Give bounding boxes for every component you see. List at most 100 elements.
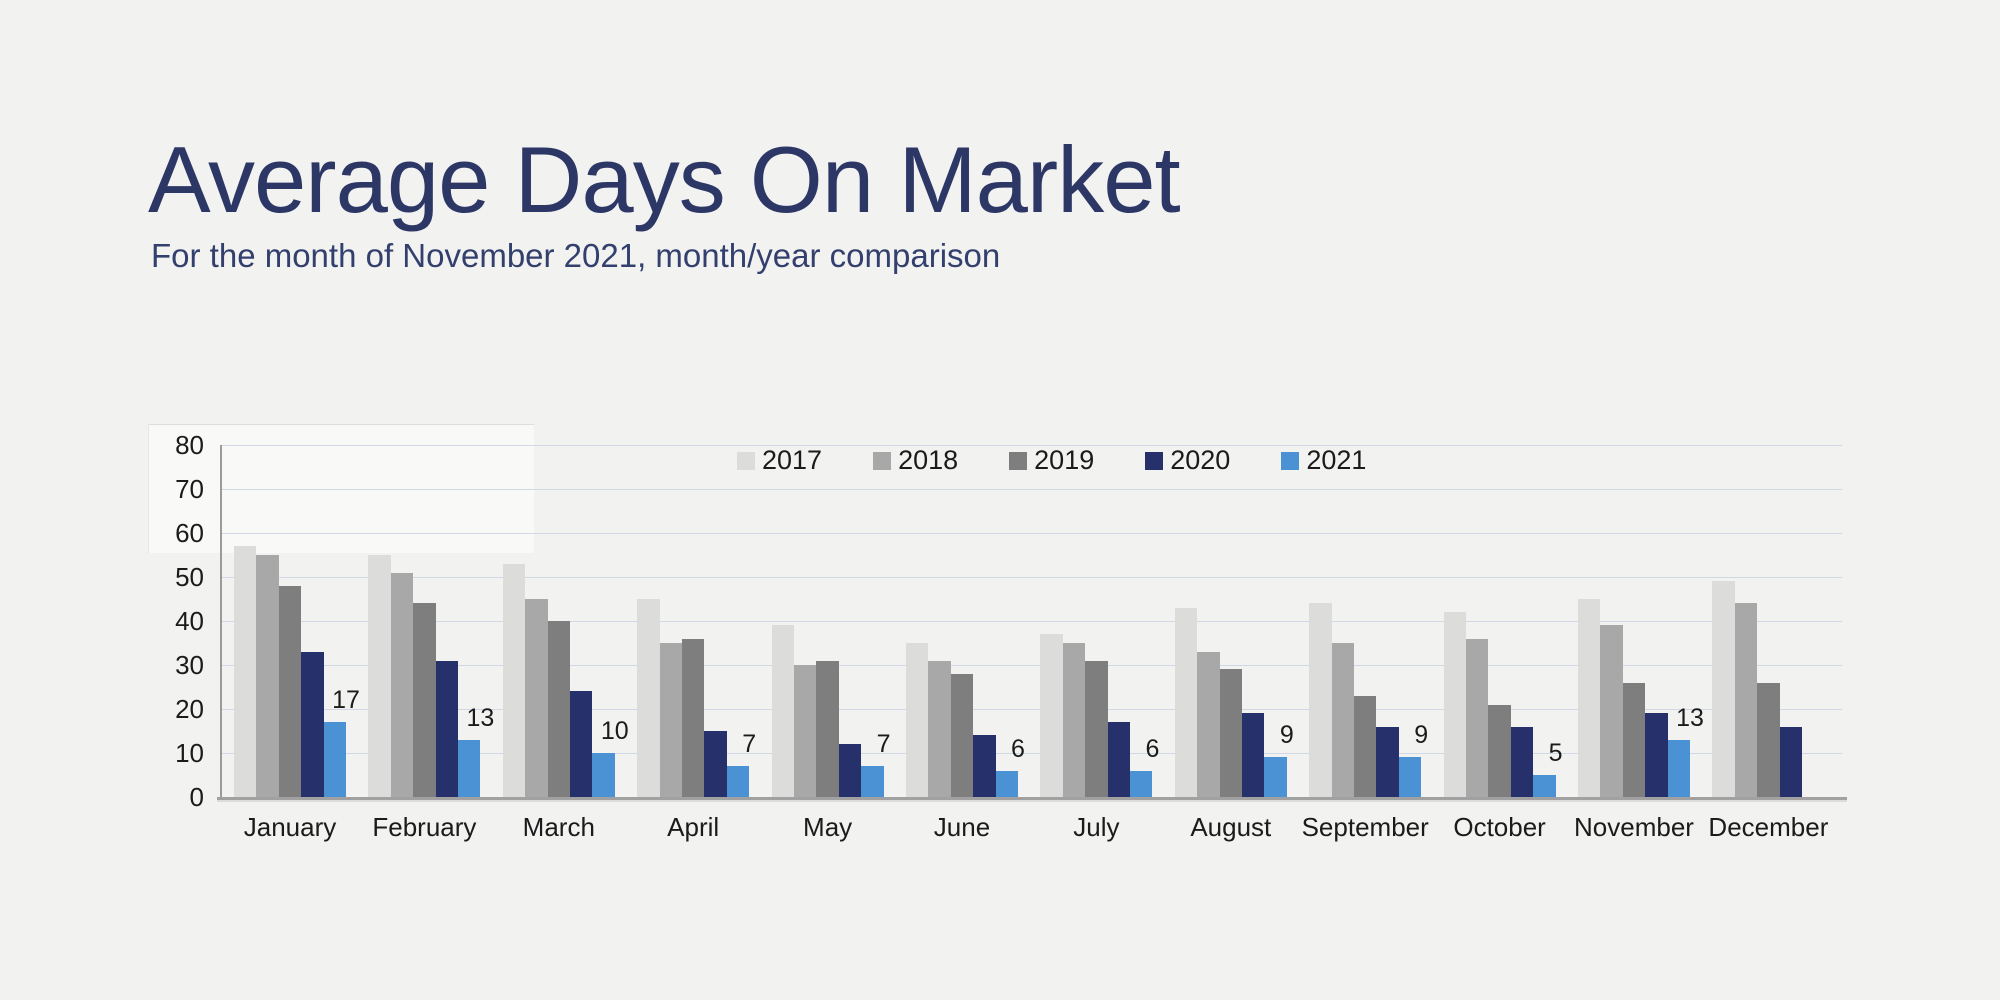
plot-area: 17 13 10 7 7 6 6 9 9 5 13 bbox=[217, 445, 1847, 800]
bar-2017-october bbox=[1443, 612, 1466, 797]
legend-item-2020: 2020 bbox=[1145, 445, 1230, 476]
y-tick-label: 20 bbox=[175, 694, 204, 724]
bar-2020-june bbox=[973, 735, 996, 797]
y-tick-label: 70 bbox=[175, 474, 204, 504]
bar-2020-october bbox=[1510, 726, 1534, 797]
bar-2020-march bbox=[570, 691, 593, 797]
legend-swatch-2019 bbox=[1009, 451, 1028, 470]
legend-label-2020: 2020 bbox=[1170, 445, 1231, 475]
y-tick-label: 10 bbox=[175, 738, 204, 768]
bar-2017-march bbox=[502, 563, 526, 797]
bar-2018-march bbox=[525, 599, 548, 797]
month-label-october: October bbox=[1453, 812, 1546, 842]
bar-2020-july bbox=[1107, 722, 1130, 797]
month-label-february: February bbox=[372, 812, 477, 842]
bar-2021-june bbox=[995, 770, 1018, 797]
bar-2019-september bbox=[1354, 695, 1377, 797]
legend-item-2018: 2018 bbox=[873, 445, 958, 476]
bar-2018-july bbox=[1062, 643, 1086, 797]
bar-2019-february bbox=[413, 603, 436, 797]
data-label-2021-april: 7 bbox=[742, 730, 757, 759]
bar-2018-june bbox=[928, 660, 951, 797]
bar-2021-january bbox=[323, 722, 346, 797]
page-title: Average Days On Market bbox=[148, 127, 1181, 232]
bar-2021-july bbox=[1130, 770, 1153, 797]
legend-item-2019: 2019 bbox=[1009, 445, 1094, 476]
bar-2017-december bbox=[1712, 581, 1735, 797]
data-label-2021-january: 17 bbox=[332, 686, 360, 715]
bar-2017-september bbox=[1309, 603, 1332, 797]
month-label-may: May bbox=[803, 812, 853, 842]
bar-2018-may bbox=[794, 665, 817, 797]
gridline bbox=[222, 445, 1842, 446]
bar-2020-september bbox=[1376, 726, 1399, 797]
y-axis-line bbox=[220, 445, 222, 797]
chart-legend: 2017 2018 2019 2020 2021 bbox=[737, 445, 1366, 476]
legend-label-2021: 2021 bbox=[1306, 445, 1367, 475]
data-label-2021-july: 6 bbox=[1145, 734, 1160, 763]
data-label-2021-august: 9 bbox=[1279, 721, 1294, 750]
bar-2019-january bbox=[278, 585, 302, 797]
bar-2019-july bbox=[1085, 660, 1108, 797]
month-label-august: August bbox=[1190, 812, 1272, 842]
y-tick-label: 40 bbox=[175, 606, 204, 636]
month-label-july: July bbox=[1073, 812, 1120, 842]
bar-2020-january bbox=[301, 651, 324, 797]
legend-swatch-2018 bbox=[873, 451, 892, 470]
bar-2020-may bbox=[838, 744, 862, 797]
data-label-2021-june: 6 bbox=[1011, 734, 1025, 763]
x-axis-line bbox=[217, 797, 1847, 800]
legend-swatch-2020 bbox=[1145, 451, 1164, 470]
bar-2018-august bbox=[1197, 651, 1220, 797]
bar-2020-december bbox=[1779, 726, 1802, 797]
data-label-2021-march: 10 bbox=[600, 717, 629, 745]
bar-2019-december bbox=[1757, 682, 1780, 797]
legend-swatch-2017 bbox=[737, 451, 755, 470]
bar-2017-july bbox=[1040, 634, 1063, 797]
gridline bbox=[222, 665, 1842, 666]
bar-2019-august bbox=[1219, 669, 1242, 797]
bar-2019-march bbox=[547, 621, 570, 797]
legend-swatch-2021 bbox=[1281, 451, 1300, 470]
bar-2021-september bbox=[1398, 757, 1422, 797]
legend-item-2017: 2017 bbox=[737, 445, 822, 476]
bar-2018-january bbox=[256, 555, 279, 797]
gridline bbox=[222, 577, 1842, 578]
legend-label-2017: 2017 bbox=[762, 445, 823, 475]
bar-2019-november bbox=[1622, 682, 1646, 797]
legend-label-2018: 2018 bbox=[898, 445, 959, 475]
y-tick-label: 60 bbox=[175, 518, 204, 548]
data-label-2021-november: 13 bbox=[1676, 703, 1704, 732]
month-label-june: June bbox=[933, 812, 991, 842]
bar-2021-november bbox=[1667, 739, 1690, 797]
y-tick-label: 30 bbox=[175, 650, 204, 680]
bar-2019-may bbox=[816, 660, 839, 797]
gridline bbox=[222, 709, 1842, 710]
bar-2017-august bbox=[1174, 607, 1198, 797]
bar-2018-september bbox=[1331, 643, 1354, 797]
bar-2021-march bbox=[592, 753, 615, 797]
month-label-march: March bbox=[522, 812, 595, 842]
data-label-2021-may: 7 bbox=[876, 730, 891, 759]
bar-2020-april bbox=[704, 731, 727, 797]
bar-2019-april bbox=[682, 638, 705, 797]
bar-2021-october bbox=[1533, 775, 1556, 797]
gridline bbox=[222, 533, 1842, 534]
bar-2019-october bbox=[1488, 704, 1511, 797]
bar-2018-february bbox=[390, 572, 414, 797]
data-label-2021-october: 5 bbox=[1548, 739, 1563, 767]
month-label-september: September bbox=[1301, 812, 1429, 842]
bar-2020-august bbox=[1242, 713, 1265, 797]
page-subtitle: For the month of November 2021, month/ye… bbox=[151, 237, 1001, 274]
data-label-2021-february: 13 bbox=[466, 703, 495, 732]
y-tick-label: 50 bbox=[175, 562, 204, 592]
month-label-december: December bbox=[1708, 812, 1829, 842]
bar-2021-april bbox=[726, 766, 750, 797]
legend-item-2021: 2021 bbox=[1281, 445, 1366, 476]
bar-2020-february bbox=[435, 660, 458, 797]
data-label-2021-september: 9 bbox=[1414, 721, 1429, 750]
bar-2020-november bbox=[1645, 713, 1668, 797]
bar-2017-june bbox=[906, 643, 929, 797]
gridline bbox=[222, 621, 1842, 622]
